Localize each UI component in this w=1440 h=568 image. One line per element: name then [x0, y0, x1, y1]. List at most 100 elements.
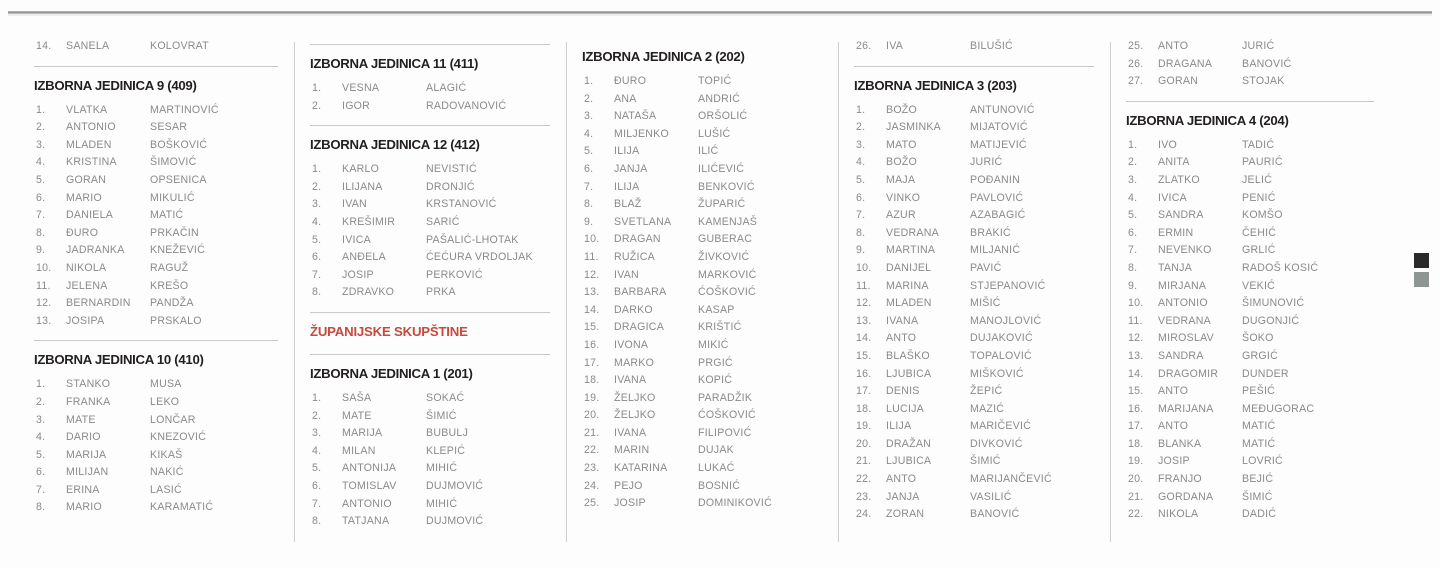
section-heading-block: ŽUPANIJSKE SKUPŠTINE [308, 311, 552, 348]
candidate-last-name: LUŠIĆ [698, 127, 731, 140]
candidate-first-name: IVANA [614, 426, 647, 439]
candidate-last-name: PAVIĆ [970, 261, 1002, 274]
candidate-first-name: BLAŠKO [886, 349, 930, 362]
candidate-number: 11. [1128, 314, 1143, 327]
candidate-number: 7. [312, 268, 322, 281]
candidate-row: 15. ANTO PEŠIĆ [1124, 383, 1376, 401]
candidate-first-name: AZUR [886, 209, 916, 222]
candidate-row: 6. ERMIN ČEHIĆ [1124, 225, 1376, 243]
candidate-last-name: MARIJANČEVIĆ [970, 473, 1052, 486]
candidate-last-name: MIKIĆ [698, 338, 729, 351]
candidate-row: 10. NIKOLA RAGUŽ [32, 260, 280, 278]
candidate-row: 25. ANTO JURIĆ [1124, 38, 1376, 56]
candidate-number: 23. [584, 462, 600, 475]
candidate-last-name: MIŠKOVIĆ [970, 367, 1024, 380]
candidate-last-name: BEJIĆ [1242, 473, 1274, 486]
candidate-first-name: JADRANKA [66, 244, 125, 257]
candidate-last-name: VASILIĆ [970, 490, 1012, 503]
candidate-first-name: TATJANA [342, 515, 390, 528]
candidate-number: 7. [856, 209, 866, 222]
candidate-row: 8. MARIO KARAMATIĆ [32, 499, 280, 517]
candidate-first-name: GORDANA [1158, 490, 1214, 503]
candidate-first-name: VINKO [886, 191, 921, 204]
candidate-list: 1. ĐURO TOPIĆ 2. ANA ANDRIĆ 3. NATAŠA ORŠOLIĆ 4. M… [580, 73, 824, 517]
candidate-last-name: MANOJLOVIĆ [970, 314, 1042, 327]
continued-rows-block: 26. IVA BILUŠIĆ [852, 38, 1096, 60]
candidate-number: 1. [36, 103, 46, 116]
candidate-last-name: PAURIĆ [1242, 156, 1283, 169]
candidate-last-name: KOLOVRAT [150, 40, 209, 52]
candidate-first-name: ANTONIO [66, 121, 116, 134]
candidate-first-name: VEDRANA [1158, 314, 1211, 327]
candidate-number: 9. [856, 244, 866, 257]
candidate-first-name: DRAGANA [1158, 57, 1213, 70]
candidate-row: 19. JOSIP LOVRIĆ [1124, 453, 1376, 471]
candidate-last-name: MATIĆ [1242, 420, 1276, 433]
candidate-number: 7. [312, 497, 322, 510]
candidate-number: 17. [584, 356, 600, 369]
candidate-row: 13. BARBARA ĆOŠKOVIĆ [580, 284, 824, 302]
continued-rows-block: 25. ANTO JURIĆ 26. DRAGANA BANOVIĆ 27. GORAN STO… [1124, 38, 1376, 95]
candidate-last-name: ILIĆ [698, 145, 719, 158]
candidate-row: 7. DANIELA MATIĆ [32, 207, 280, 225]
section-title: ŽUPANIJSKE SKUPŠTINE [310, 323, 468, 339]
candidate-first-name: IVICA [1158, 191, 1187, 204]
candidate-row: 19. ILIJA MARIČEVIĆ [852, 418, 1096, 436]
candidate-last-name: LASIĆ [150, 483, 182, 496]
candidate-row: 16. IVONA MIKIĆ [580, 337, 824, 355]
candidate-first-name: DANIELA [66, 209, 114, 222]
candidate-number: 13. [856, 314, 872, 327]
candidate-number: 5. [36, 173, 46, 186]
candidate-number: 15. [856, 349, 872, 362]
candidate-last-name: DUJAKOVIĆ [970, 332, 1033, 345]
candidate-row: 1. STANKO MUSA [32, 376, 280, 394]
column-1: 14. SANELA KOLOVRAT IZBORNA JEDINICA 9 (409… [22, 38, 294, 548]
candidate-row: 8. ĐURO PRKAČIN [32, 225, 280, 243]
electoral-unit-block: IZBORNA JEDINICA 11 (411) 1. VESNA ALAGIĆ 2.… [308, 44, 552, 119]
candidate-row: 4. KRISTINA ŠIMOVIĆ [32, 154, 280, 172]
candidate-row: 12. IVAN MARKOVIĆ [580, 267, 824, 285]
candidate-row: 18. LUCIJA MAZIĆ [852, 401, 1096, 419]
swatch-gray [1414, 272, 1429, 287]
candidate-first-name: DRAGOMIR [1158, 367, 1219, 380]
candidate-number: 26. [1128, 57, 1144, 70]
candidate-row: 27. GORAN STOJAK [1124, 73, 1376, 91]
candidate-row: 6. TOMISLAV DUJMOVIĆ [308, 478, 552, 496]
candidate-last-name: SARIĆ [426, 215, 460, 228]
candidate-first-name: BLANKA [1158, 437, 1202, 450]
candidate-row: 17. ANTO MATIĆ [1124, 418, 1376, 436]
candidate-number: 4. [856, 156, 866, 169]
candidate-number: 16. [584, 338, 600, 351]
candidate-last-name: ŽEPIĆ [970, 385, 1003, 398]
candidate-number: 18. [856, 402, 872, 415]
candidate-list: 1. SAŠA SOKAĆ 2. MATE ŠIMIĆ 3. MARIJA BUBULJ 4. MI… [308, 390, 552, 535]
candidate-number: 18. [1128, 437, 1144, 450]
candidate-last-name: ŽUPARIĆ [698, 198, 746, 211]
candidate-number: 14. [856, 332, 872, 345]
candidate-last-name: ŠIMOVIĆ [150, 156, 197, 169]
electoral-unit-block: IZBORNA JEDINICA 1 (201) 1. SAŠA SOKAĆ 2. MAT… [308, 353, 552, 535]
candidate-first-name: KARLO [342, 163, 380, 176]
candidate-last-name: KOPIĆ [698, 374, 733, 387]
candidate-last-name: JURIĆ [970, 156, 1003, 169]
candidate-last-name: MIŠIĆ [970, 297, 1001, 310]
candidate-last-name: STOJAK [1242, 75, 1285, 88]
candidate-first-name: ILIJANA [342, 180, 383, 193]
candidate-last-name: KRIŠTIĆ [698, 321, 742, 334]
candidate-number: 8. [312, 286, 322, 299]
candidate-last-name: BOSNIĆ [698, 479, 741, 492]
candidate-number: 22. [584, 444, 600, 457]
candidate-row: 6. MARIO MIKULIĆ [32, 190, 280, 208]
candidate-first-name: PEJO [614, 479, 643, 492]
candidate-number: 5. [312, 233, 322, 246]
candidate-first-name: KRISTINA [66, 156, 117, 169]
candidate-row: 7. AZUR AZABAGIĆ [852, 207, 1096, 225]
candidate-last-name: DRONJIĆ [426, 180, 475, 193]
candidate-last-name: ŠIMIĆ [970, 455, 1001, 468]
candidate-row: 17. MARKO PRGIĆ [580, 355, 824, 373]
candidate-number: 6. [1128, 226, 1138, 239]
candidate-row: 20. ŽELJKO ĆOŠKOVIĆ [580, 407, 824, 425]
candidate-number: 8. [312, 515, 322, 528]
candidate-first-name: ZORAN [886, 508, 925, 521]
electoral-unit-title: IZBORNA JEDINICA 12 (412) [310, 137, 480, 153]
